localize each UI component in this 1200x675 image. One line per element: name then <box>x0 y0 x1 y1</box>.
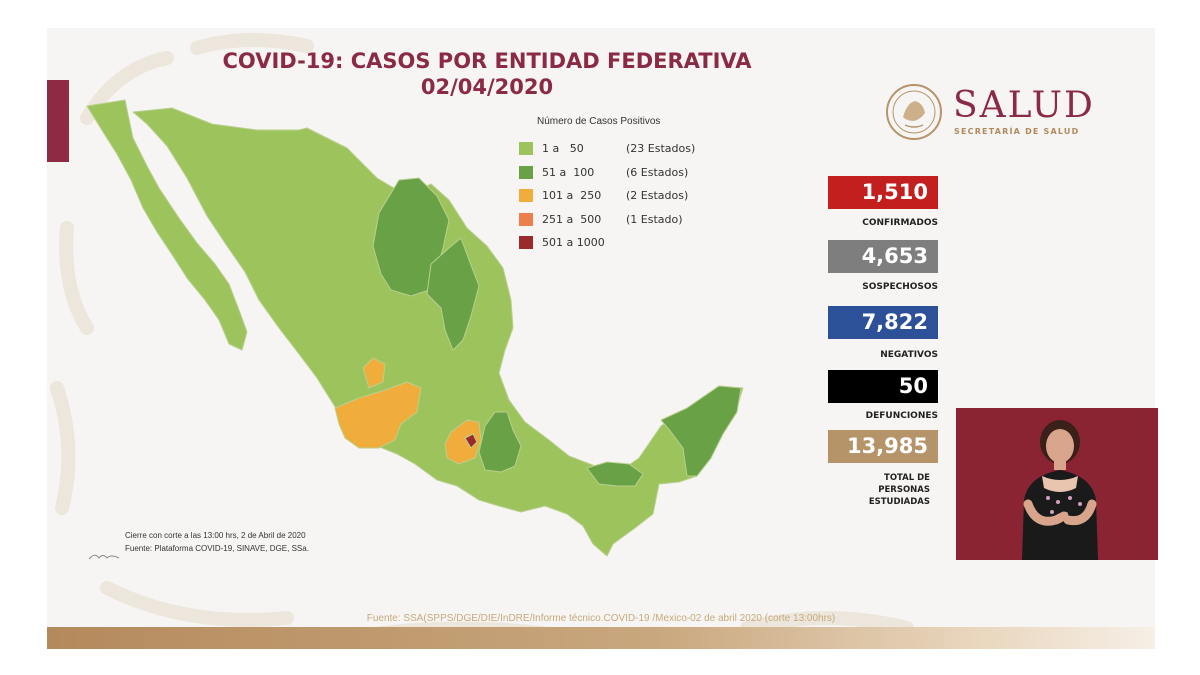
salud-logo: SALUD SECRETARÍA DE SALUD <box>885 83 1155 143</box>
map-region-yucatan <box>660 385 742 477</box>
title-date: 02/04/2020 <box>420 75 554 99</box>
legend-title: Número de Casos Positivos <box>537 116 661 127</box>
suspected-label: SOSPECHOSOS <box>862 282 938 292</box>
legend-swatch <box>519 212 533 226</box>
map-region-jalisco <box>334 381 422 449</box>
legend-count: (2 Estados) <box>626 189 689 203</box>
legend-item: 1 a 50 (23 Estados) <box>519 137 709 161</box>
legend-item: 101 a 250 (2 Estados) <box>519 184 709 208</box>
footer-bar <box>47 627 1155 649</box>
interpreter-figure <box>956 408 1158 560</box>
legend-item: 251 a 500 (1 Estado) <box>519 208 709 232</box>
map-region-cdmx <box>464 433 478 449</box>
map-legend: Número de Casos Positivos 1 a 50 (23 Est… <box>519 116 709 255</box>
source-note: Fuente: Plataforma COVID-19, SINAVE, DGE… <box>125 544 309 553</box>
total-studied-line: TOTAL DE <box>884 473 930 483</box>
total-studied-value: 13,985 <box>828 430 938 463</box>
legend-swatch <box>519 142 533 156</box>
negative-value: 7,822 <box>828 306 938 339</box>
salud-subtitle: SECRETARÍA DE SALUD <box>954 127 1080 136</box>
legend-range: 101 a 250 <box>542 189 602 203</box>
legend-item: 501 a 1000 <box>519 231 709 255</box>
legend-swatch <box>519 189 533 203</box>
legend-item: 51 a 100 (6 Estados) <box>519 161 709 185</box>
map-region-puebla <box>478 411 522 473</box>
legend-range: 501 a 1000 <box>542 236 605 250</box>
map-region-estado-mexico <box>444 419 482 465</box>
map-region-nayarit <box>362 357 386 389</box>
national-seal-icon <box>886 84 942 140</box>
map-region-baja <box>86 99 248 351</box>
page-title: COVID-19: CASOS POR ENTIDAD FEDERATIVA 0… <box>167 48 807 100</box>
suspected-value: 4,653 <box>828 240 938 273</box>
legend-range: 251 a 500 <box>542 212 602 226</box>
deaths-value: 50 <box>828 370 938 403</box>
salud-name: SALUD <box>953 85 1095 126</box>
legend-swatch <box>519 236 533 250</box>
mexico-map <box>86 99 744 557</box>
legend-swatch <box>519 165 533 179</box>
total-studied-line: PERSONAS <box>878 485 930 495</box>
total-studied-line: ESTUDIADAS <box>868 497 930 507</box>
legend-range: 51 a 100 <box>542 165 595 179</box>
cutoff-note: Cierre con corte a las 13:00 hrs, 2 de A… <box>125 531 306 540</box>
sign-language-interpreter-video <box>956 408 1158 560</box>
title-text: COVID-19: CASOS POR ENTIDAD FEDERATIVA <box>222 49 752 73</box>
brand-tab <box>47 80 69 162</box>
slide: COVID-19: CASOS POR ENTIDAD FEDERATIVA 0… <box>47 28 1155 648</box>
legend-range: 1 a 50 <box>542 142 584 156</box>
total-studied-label: TOTAL DE PERSONAS ESTUDIADAS <box>828 472 930 508</box>
signature-mark <box>88 554 120 560</box>
deaths-label: DEFUNCIONES <box>865 411 938 421</box>
map-region-nuevo-leon <box>426 237 480 351</box>
legend-count: (6 Estados) <box>626 165 689 179</box>
legend-count: (1 Estado) <box>626 212 683 226</box>
map-region-tabasco <box>586 461 644 487</box>
source-line: Fuente: SSA(SPPS/DGE/DIE/InDRE/Informe t… <box>366 613 836 624</box>
legend-count: (23 Estados) <box>626 142 696 156</box>
confirmed-label: CONFIRMADOS <box>862 218 938 228</box>
confirmed-value: 1,510 <box>828 176 938 209</box>
negative-label: NEGATIVOS <box>880 350 938 360</box>
